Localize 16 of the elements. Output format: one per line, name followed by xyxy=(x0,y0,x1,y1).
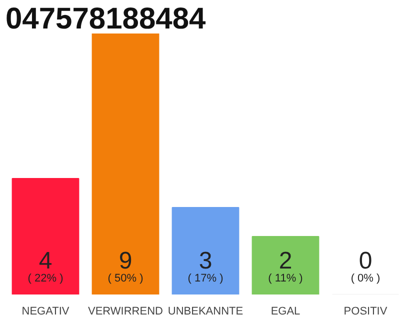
annotation: ( 22% ) xyxy=(28,272,64,284)
x-tick-label: EGAL xyxy=(270,306,300,318)
data-label: 3 xyxy=(198,248,212,274)
annotation: ( 17% ) xyxy=(188,272,224,284)
annotation: ( 11% ) xyxy=(268,272,303,284)
chart-title: 047578188484 xyxy=(6,2,206,36)
data-label: 4 xyxy=(38,248,52,274)
x-tick-label: POSITIV xyxy=(344,306,388,318)
data-label: 9 xyxy=(118,248,132,274)
x-tick-label: VERWIRREND xyxy=(88,306,164,318)
annotation: ( 50% ) xyxy=(108,272,144,284)
data-label: 2 xyxy=(278,248,292,274)
x-tick-label: UNBEKANNTE xyxy=(168,306,244,318)
x-tick-label: NEGATIV xyxy=(22,306,70,318)
annotation: ( 0% ) xyxy=(350,272,380,284)
data-label: 0 xyxy=(358,248,372,274)
